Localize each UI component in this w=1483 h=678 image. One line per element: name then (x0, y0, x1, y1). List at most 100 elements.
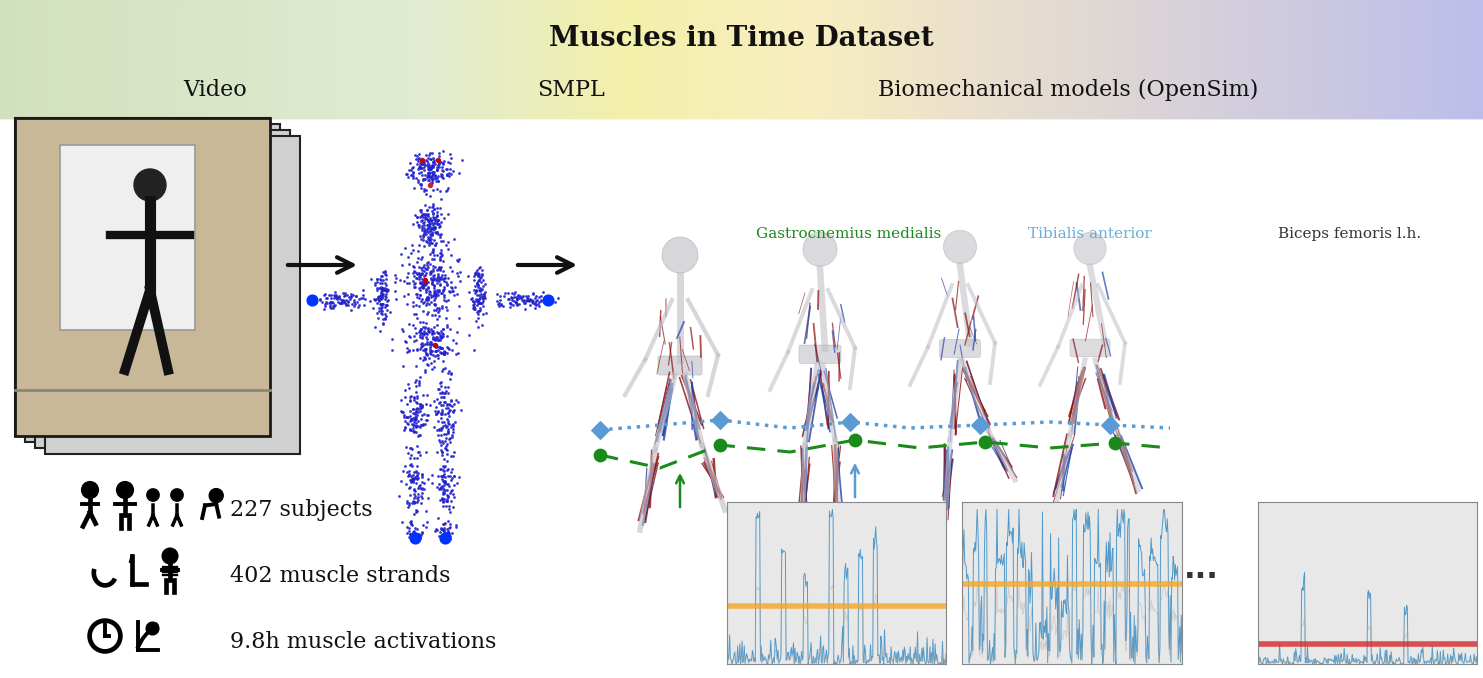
Bar (790, 0, 792, 118)
Point (418, 267, 442, 278)
Bar (796, 0, 798, 118)
Point (415, 225, 439, 236)
Point (430, 475, 454, 486)
Bar (446, 0, 448, 118)
Point (435, 496, 458, 506)
Bar (423, 0, 424, 118)
Point (406, 447, 430, 458)
Bar (927, 0, 928, 118)
Point (432, 527, 455, 538)
Point (439, 323, 463, 334)
Point (433, 397, 457, 408)
Point (405, 212, 429, 222)
Bar (610, 0, 611, 118)
Bar (181, 0, 182, 118)
Point (429, 407, 452, 418)
Bar (1231, 0, 1232, 118)
Bar (919, 0, 921, 118)
Bar (104, 0, 105, 118)
Point (433, 460, 457, 471)
Point (432, 532, 455, 542)
Bar (1305, 0, 1307, 118)
Point (464, 279, 488, 290)
Point (435, 478, 458, 489)
Point (433, 428, 457, 439)
Point (430, 465, 454, 476)
Bar (73, 0, 74, 118)
Point (415, 170, 439, 181)
Point (400, 240, 424, 251)
Bar (294, 0, 295, 118)
Point (523, 293, 547, 304)
Point (423, 286, 446, 297)
Point (400, 267, 424, 278)
Point (397, 410, 421, 421)
Point (424, 409, 448, 420)
Bar (469, 0, 470, 118)
Point (432, 355, 455, 366)
Bar (1462, 0, 1464, 118)
Bar (940, 0, 942, 118)
Bar (645, 0, 647, 118)
Point (424, 163, 448, 174)
Point (405, 328, 429, 339)
Bar (747, 0, 749, 118)
Bar (409, 0, 411, 118)
Point (421, 204, 445, 215)
Point (429, 272, 452, 283)
Bar (445, 0, 446, 118)
Point (415, 235, 439, 246)
Bar (1167, 0, 1169, 118)
Bar (614, 0, 615, 118)
Point (423, 292, 446, 303)
Bar (122, 0, 123, 118)
Bar (311, 0, 313, 118)
Point (519, 297, 543, 308)
Point (397, 164, 421, 175)
Point (420, 274, 443, 285)
Bar (707, 0, 709, 118)
Bar (1094, 0, 1096, 118)
Bar (916, 0, 918, 118)
Point (412, 173, 436, 184)
Point (512, 290, 535, 301)
Point (369, 283, 393, 294)
Bar (744, 0, 746, 118)
Bar (251, 0, 252, 118)
Point (421, 260, 445, 271)
Point (501, 300, 525, 311)
Bar (535, 0, 537, 118)
Bar (202, 0, 203, 118)
Bar (884, 0, 885, 118)
Bar (464, 0, 466, 118)
Point (405, 410, 429, 420)
Point (429, 346, 452, 357)
Bar (825, 0, 826, 118)
Point (414, 347, 437, 358)
Text: Tibialis anterior: Tibialis anterior (1028, 227, 1152, 241)
Bar (724, 0, 725, 118)
Point (467, 298, 491, 308)
Point (506, 293, 529, 304)
Point (439, 283, 463, 294)
Bar (76, 0, 77, 118)
Bar (1109, 0, 1111, 118)
Point (427, 290, 451, 300)
Point (394, 441, 418, 452)
Bar (550, 0, 552, 118)
Bar (1477, 0, 1479, 118)
Point (411, 330, 435, 341)
Point (374, 294, 397, 304)
Point (426, 273, 449, 284)
Bar (859, 0, 860, 118)
Bar (1281, 0, 1283, 118)
Bar (1051, 0, 1053, 118)
Bar (1157, 0, 1158, 118)
Point (411, 327, 435, 338)
Point (414, 273, 437, 284)
Bar (1094, 0, 1096, 118)
Point (426, 384, 449, 395)
Point (400, 475, 424, 486)
Point (418, 345, 442, 356)
Bar (331, 0, 332, 118)
